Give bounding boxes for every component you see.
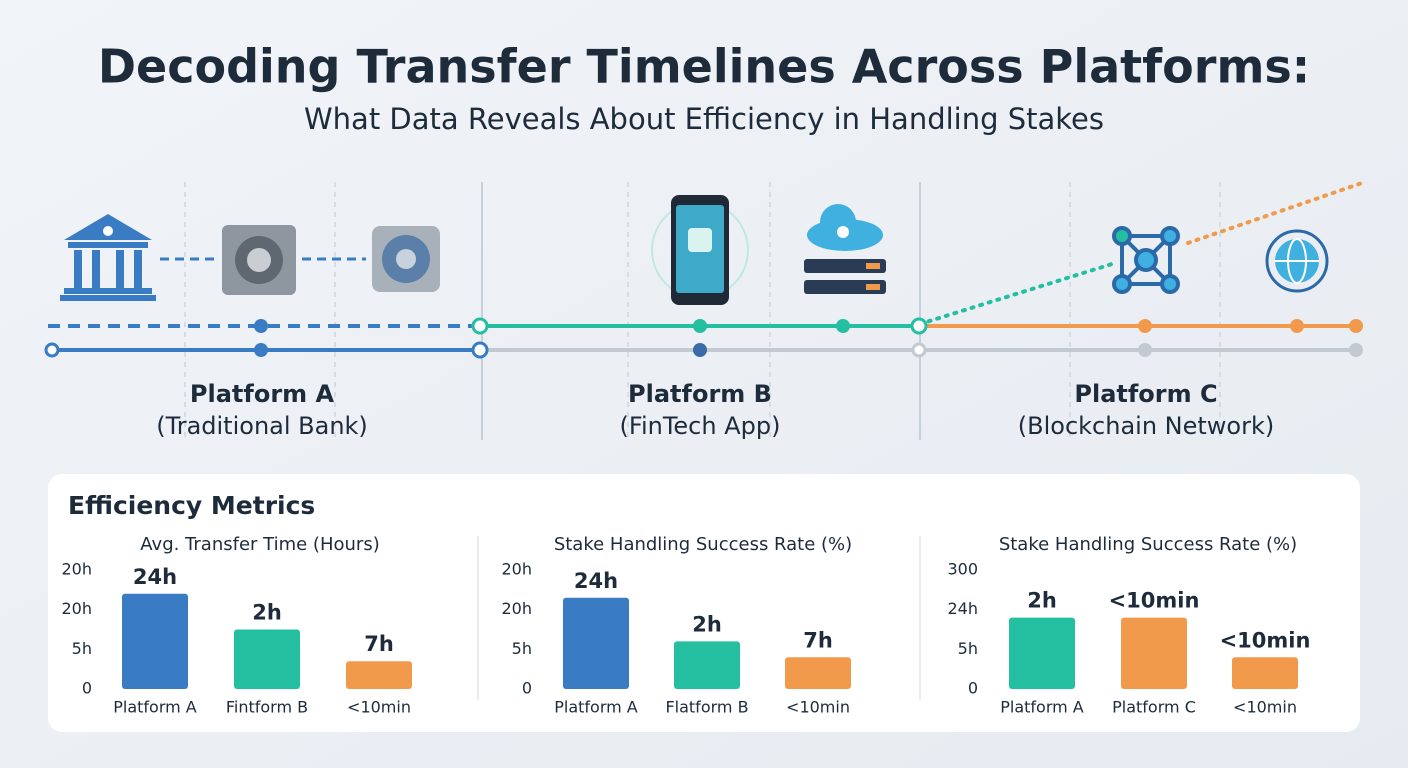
bar bbox=[785, 657, 851, 689]
title: Decoding Transfer Timelines Across Platf… bbox=[98, 40, 1310, 94]
x-tick-label: <10min bbox=[1233, 698, 1297, 717]
platform-name: Platform A bbox=[190, 380, 335, 408]
value-label: 7h bbox=[803, 628, 833, 652]
platform-description: (FinTech App) bbox=[620, 412, 781, 440]
x-tick-label: Platform C bbox=[1112, 698, 1196, 717]
y-tick-label: 20h bbox=[502, 560, 533, 579]
value-label: 7h bbox=[364, 632, 394, 656]
platform-name: Platform C bbox=[1074, 380, 1217, 408]
blockchain-icon bbox=[1112, 226, 1180, 294]
bar bbox=[1009, 617, 1075, 689]
value-label: 2h bbox=[252, 601, 282, 625]
timeline bbox=[44, 181, 1364, 440]
bar bbox=[1232, 657, 1298, 689]
bar bbox=[346, 661, 412, 689]
value-label: <10min bbox=[1109, 589, 1200, 613]
y-tick-label: 5h bbox=[72, 639, 92, 658]
y-tick-label: 300 bbox=[947, 560, 978, 579]
platform-description: (Blockchain Network) bbox=[1018, 412, 1274, 440]
bar bbox=[674, 641, 740, 689]
icons bbox=[60, 195, 1329, 305]
globe-icon bbox=[1265, 229, 1329, 293]
y-tick-label: 5h bbox=[512, 639, 532, 658]
x-tick-label: <10min bbox=[786, 698, 850, 717]
platform-name: Platform B bbox=[628, 380, 772, 408]
bar bbox=[234, 629, 300, 689]
x-tick-label: Fintform B bbox=[226, 698, 308, 717]
chart-title: Stake Handling Success Rate (%) bbox=[554, 534, 852, 555]
platform-description: (Traditional Bank) bbox=[156, 412, 368, 440]
y-tick-label: 0 bbox=[522, 679, 532, 698]
metrics-title: Efficiency Metrics bbox=[68, 491, 315, 520]
value-label: 24h bbox=[133, 565, 177, 589]
y-tick-label: 0 bbox=[82, 679, 92, 698]
chart-title: Avg. Transfer Time (Hours) bbox=[140, 534, 379, 555]
cloud-server-icon bbox=[804, 204, 886, 294]
y-tick-label: 20h bbox=[62, 599, 93, 618]
x-tick-label: Platform A bbox=[113, 698, 197, 717]
bank-icon bbox=[60, 214, 156, 301]
bar bbox=[563, 597, 629, 689]
y-tick-label: 0 bbox=[968, 679, 978, 698]
x-tick-label: Platform A bbox=[1000, 698, 1084, 717]
value-label: 2h bbox=[692, 612, 722, 636]
y-tick-label: 5h bbox=[958, 639, 978, 658]
y-tick-label: 24h bbox=[948, 599, 979, 618]
value-label: <10min bbox=[1220, 628, 1311, 652]
x-tick-label: Platform A bbox=[554, 698, 638, 717]
x-tick-label: Flatform B bbox=[665, 698, 748, 717]
chart-title: Stake Handling Success Rate (%) bbox=[999, 534, 1297, 555]
bar bbox=[122, 593, 188, 689]
platform-labels: Platform A (Traditional Bank) Platform B… bbox=[156, 380, 1274, 440]
subtitle: What Data Reveals About Efficiency in Ha… bbox=[304, 102, 1104, 136]
bar bbox=[1121, 617, 1187, 689]
y-tick-label: 20h bbox=[62, 560, 93, 579]
safe-icon bbox=[372, 226, 440, 292]
phone-icon bbox=[651, 195, 749, 305]
value-label: 24h bbox=[574, 569, 618, 593]
y-tick-label: 20h bbox=[502, 599, 533, 618]
charts: Avg. Transfer Time (Hours) 0 5h 20h 20h 24h Pl… bbox=[62, 534, 1311, 717]
value-label: 2h bbox=[1027, 589, 1057, 613]
x-tick-label: <10min bbox=[347, 698, 411, 717]
vault-icon bbox=[222, 225, 296, 295]
